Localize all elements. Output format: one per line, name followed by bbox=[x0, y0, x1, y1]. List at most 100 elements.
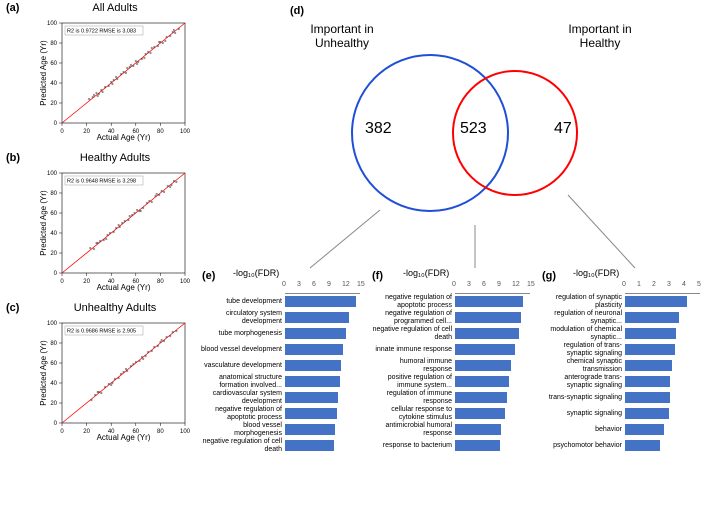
bar-row: modulation of chemical synaptic... bbox=[540, 326, 705, 341]
bar-row: anterograde trans-synaptic signaling bbox=[540, 374, 705, 389]
bar-label: blood vessel morphogenesis bbox=[200, 422, 285, 437]
bar-label: vasculature development bbox=[200, 362, 285, 369]
bar-label: negative regulation of apoptotic process bbox=[200, 406, 285, 421]
svg-text:Actual Age (Yr): Actual Age (Yr) bbox=[97, 283, 151, 292]
svg-text:Predicted Age (Yr): Predicted Age (Yr) bbox=[40, 40, 48, 106]
bar-label: positive regulation of immune system... bbox=[370, 374, 455, 389]
svg-text:80: 80 bbox=[157, 129, 164, 135]
bar-row: innate immune response bbox=[370, 342, 535, 357]
bar-row: vasculature development bbox=[200, 358, 365, 373]
bar-row: trans-synaptic signaling bbox=[540, 390, 705, 405]
bar-label: negative regulation of apoptotic process bbox=[370, 294, 455, 309]
bar-rect bbox=[285, 408, 337, 419]
bar-row: cardiovascular system development bbox=[200, 390, 365, 405]
svg-text:20: 20 bbox=[50, 101, 57, 107]
bar-rect bbox=[625, 440, 660, 451]
bar-rect bbox=[285, 376, 340, 387]
bar-label: antimicrobial humoral response bbox=[370, 422, 455, 437]
svg-text:60: 60 bbox=[50, 361, 57, 367]
svg-text:0: 0 bbox=[60, 279, 64, 285]
bar-rect bbox=[285, 360, 341, 371]
bar-row: response to bacterium bbox=[370, 438, 535, 453]
bar-rect bbox=[625, 296, 687, 307]
svg-text:20: 20 bbox=[50, 401, 57, 407]
venn-overlap-count: 523 bbox=[460, 120, 487, 138]
svg-text:100: 100 bbox=[47, 321, 58, 327]
fdr-label-e: -log₁₀(FDR) bbox=[233, 268, 279, 278]
svg-text:100: 100 bbox=[180, 429, 190, 435]
svg-text:R2 is 0.9722 RMSE is 3.083: R2 is 0.9722 RMSE is 3.083 bbox=[67, 29, 136, 35]
bar-label: humoral immune response bbox=[370, 358, 455, 373]
bar-label: regulation of trans-synaptic signaling bbox=[540, 342, 625, 357]
bar-row: anatomical structure formation involved.… bbox=[200, 374, 365, 389]
bar-rect bbox=[625, 408, 669, 419]
bar-rect bbox=[455, 312, 521, 323]
svg-text:80: 80 bbox=[157, 429, 164, 435]
bar-label: innate immune response bbox=[370, 346, 455, 353]
bar-label: regulation of immune response bbox=[370, 390, 455, 405]
bar-row: negative regulation of cell death bbox=[200, 438, 365, 453]
svg-text:60: 60 bbox=[50, 61, 57, 67]
svg-text:Actual Age (Yr): Actual Age (Yr) bbox=[97, 133, 151, 142]
scatter-all-adults: 002020404060608080100100Predicted Age (Y… bbox=[40, 18, 190, 143]
svg-text:100: 100 bbox=[180, 279, 190, 285]
bar-rect bbox=[285, 312, 349, 323]
bar-label: modulation of chemical synaptic... bbox=[540, 326, 625, 341]
bar-row: antimicrobial humoral response bbox=[370, 422, 535, 437]
bar-chart-g: 012345regulation of synaptic plasticityr… bbox=[540, 282, 705, 454]
bar-rect bbox=[455, 440, 500, 451]
bar-label: negative regulation of cell death bbox=[370, 326, 455, 341]
venn-left-count: 382 bbox=[365, 120, 392, 138]
venn-right-text: Important in Healthy bbox=[568, 22, 631, 50]
panel-b-label: (b) bbox=[6, 152, 20, 164]
fdr-label-f: -log₁₀(FDR) bbox=[403, 268, 449, 278]
bar-row: synaptic signaling bbox=[540, 406, 705, 421]
bar-row: regulation of trans-synaptic signaling bbox=[540, 342, 705, 357]
bar-rect bbox=[285, 344, 343, 355]
panel-f-label: (f) bbox=[372, 270, 383, 282]
bar-rect bbox=[625, 344, 675, 355]
bar-label: synaptic signaling bbox=[540, 410, 625, 417]
bar-row: circulatory system development bbox=[200, 310, 365, 325]
bar-rect bbox=[455, 376, 509, 387]
bar-rect bbox=[455, 360, 511, 371]
svg-text:Predicted Age (Yr): Predicted Age (Yr) bbox=[40, 190, 48, 256]
venn-diagram bbox=[300, 48, 640, 228]
bar-row: positive regulation of immune system... bbox=[370, 374, 535, 389]
bar-label: cellular response to cytokine stimulus bbox=[370, 406, 455, 421]
bar-label: cardiovascular system development bbox=[200, 390, 285, 405]
bar-row: psychomotor behavior bbox=[540, 438, 705, 453]
svg-text:100: 100 bbox=[180, 129, 190, 135]
svg-text:40: 40 bbox=[50, 231, 57, 237]
svg-text:Actual Age (Yr): Actual Age (Yr) bbox=[97, 433, 151, 442]
bar-row: negative regulation of programmed cell..… bbox=[370, 310, 535, 325]
bar-label: behavior bbox=[540, 426, 625, 433]
bar-rect bbox=[625, 392, 670, 403]
bar-row: humoral immune response bbox=[370, 358, 535, 373]
bar-row: tube development bbox=[200, 294, 365, 309]
svg-text:20: 20 bbox=[83, 279, 90, 285]
svg-text:0: 0 bbox=[60, 429, 64, 435]
panel-a-title: All Adults bbox=[55, 2, 175, 14]
bar-rect bbox=[625, 376, 670, 387]
bar-label: response to bacterium bbox=[370, 442, 455, 449]
bar-label: negative regulation of cell death bbox=[200, 438, 285, 453]
bar-rect bbox=[625, 312, 679, 323]
bar-label: regulation of neuronal synaptic... bbox=[540, 310, 625, 325]
bar-rect bbox=[285, 424, 335, 435]
svg-text:R2 is 0.9686 RMSE is 2.905: R2 is 0.9686 RMSE is 2.905 bbox=[67, 329, 136, 335]
bar-rect bbox=[455, 408, 505, 419]
bar-rect bbox=[455, 328, 519, 339]
bar-rect bbox=[285, 296, 356, 307]
bar-rect bbox=[455, 344, 515, 355]
bar-row: chemical synaptic transmission bbox=[540, 358, 705, 373]
panel-d-label: (d) bbox=[290, 5, 304, 17]
bar-row: negative regulation of cell death bbox=[370, 326, 535, 341]
svg-text:100: 100 bbox=[47, 21, 58, 27]
svg-text:0: 0 bbox=[60, 129, 64, 135]
panel-a-label: (a) bbox=[6, 2, 19, 14]
bar-row: cellular response to cytokine stimulus bbox=[370, 406, 535, 421]
svg-text:100: 100 bbox=[47, 171, 58, 177]
venn-unhealthy-label: Important in Unhealthy bbox=[292, 22, 392, 51]
bar-rect bbox=[625, 328, 676, 339]
